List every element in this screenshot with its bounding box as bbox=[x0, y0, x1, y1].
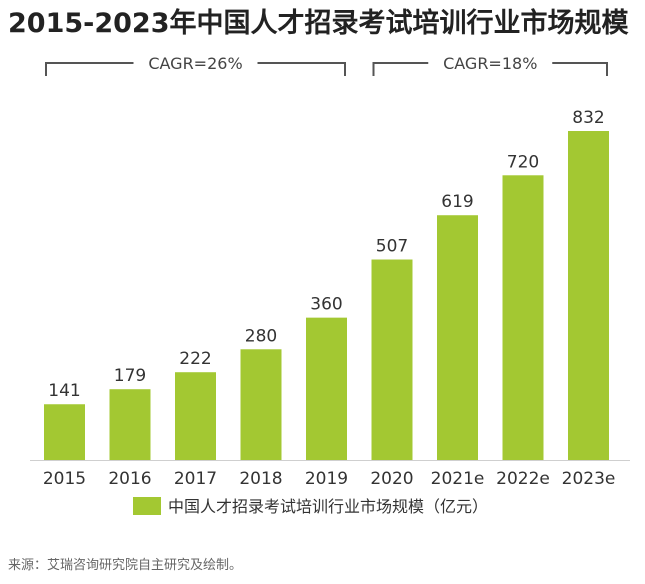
cagr-label: CAGR=18% bbox=[443, 54, 537, 73]
bar bbox=[502, 175, 544, 461]
x-tick-label: 2023e bbox=[562, 469, 616, 489]
data-label: 280 bbox=[245, 326, 277, 346]
bar bbox=[568, 131, 609, 460]
x-tick-label: 2017 bbox=[174, 469, 217, 489]
x-tick-label: 2018 bbox=[239, 469, 282, 489]
legend-swatch bbox=[133, 497, 161, 515]
data-label: 507 bbox=[376, 237, 408, 257]
cagr-label: CAGR=26% bbox=[148, 54, 242, 73]
cagr-bracket-left bbox=[45, 62, 134, 76]
data-label: 141 bbox=[48, 381, 80, 401]
chart-title: 2015-2023年中国人才招录考试培训行业市场规模 bbox=[8, 8, 629, 39]
cagr-bracket-right bbox=[257, 62, 346, 76]
bar bbox=[109, 389, 151, 460]
bar bbox=[306, 317, 347, 460]
bar bbox=[44, 404, 85, 460]
source-note: 来源：艾瑞咨询研究院自主研究及绘制。 bbox=[8, 558, 243, 573]
data-label: 360 bbox=[310, 295, 342, 315]
bar bbox=[240, 349, 282, 460]
cagr-bracket-left bbox=[372, 62, 429, 76]
bar bbox=[175, 372, 216, 460]
data-label: 619 bbox=[441, 192, 473, 212]
data-label: 832 bbox=[572, 108, 604, 128]
x-tick-label: 2016 bbox=[108, 469, 151, 489]
x-tick-label: 2022e bbox=[496, 469, 550, 489]
cagr-bracket-right bbox=[552, 62, 608, 76]
x-tick-label: 2021e bbox=[431, 469, 485, 489]
x-tick-label: 2015 bbox=[43, 469, 86, 489]
legend-label: 中国人才招录考试培训行业市场规模（亿元） bbox=[168, 497, 488, 516]
data-label: 222 bbox=[179, 349, 211, 369]
data-label: 720 bbox=[507, 152, 539, 172]
data-label: 179 bbox=[114, 366, 146, 386]
x-tick-label: 2019 bbox=[305, 469, 348, 489]
x-tick-label: 2020 bbox=[370, 469, 413, 489]
bar bbox=[437, 215, 478, 460]
bar bbox=[371, 259, 413, 460]
